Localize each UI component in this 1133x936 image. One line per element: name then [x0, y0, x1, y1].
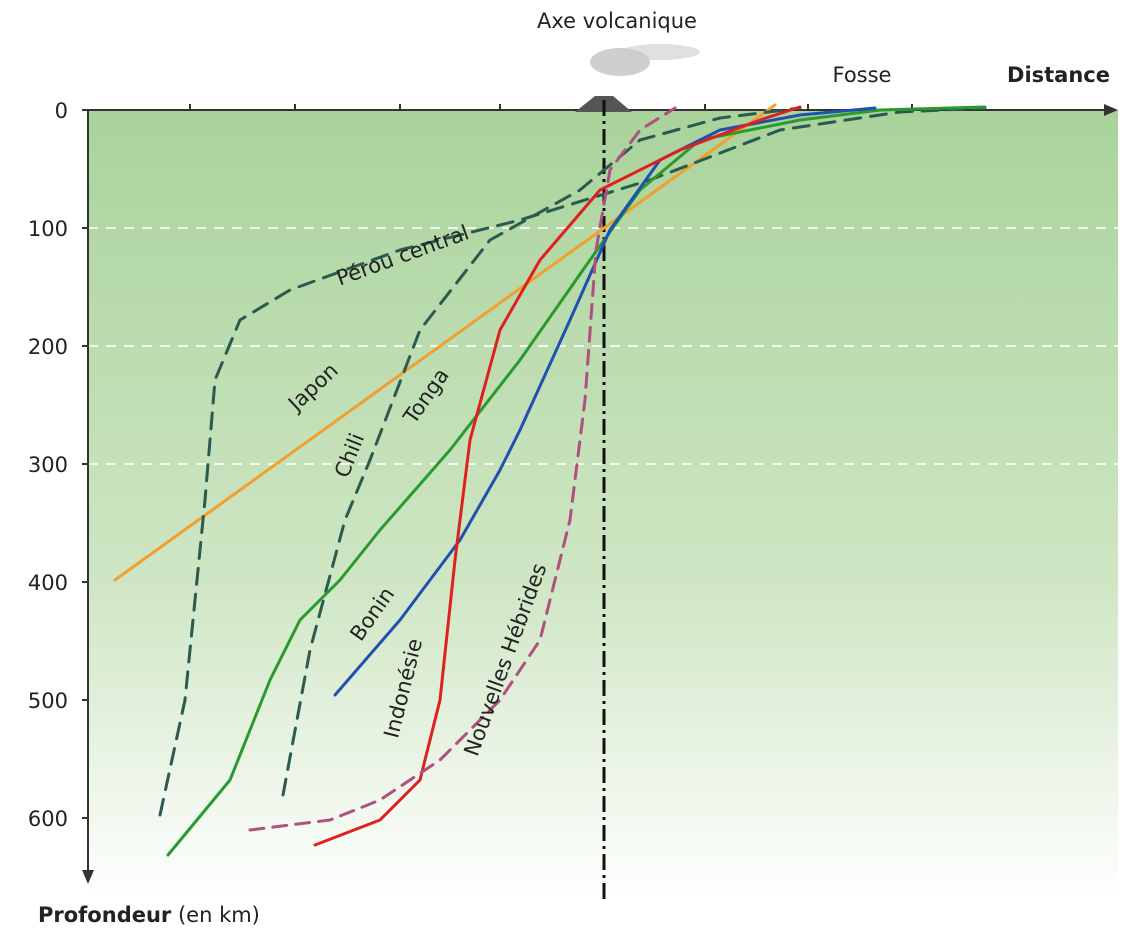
trench-label: Fosse [833, 63, 892, 87]
y-tick-label: 100 [28, 217, 68, 241]
figure: Axe volcanique Fosse Distance Profondeur… [0, 0, 1133, 932]
y-label-unit: (en km) [178, 903, 260, 927]
y-axis-label: Profondeur (en km) [38, 903, 260, 927]
axis-label: Axe volcanique [537, 9, 697, 33]
y-tick-label: 300 [28, 453, 68, 477]
y-tick-label: 0 [55, 99, 68, 123]
y-tick-label: 600 [28, 807, 68, 831]
y-label-bold: Profondeur [38, 903, 172, 927]
y-tick-label: 500 [28, 689, 68, 713]
y-tick-label: 200 [28, 335, 68, 359]
smoke [620, 44, 700, 60]
y-tick-label: 400 [28, 571, 68, 595]
x-axis-label: Distance [1007, 63, 1110, 87]
